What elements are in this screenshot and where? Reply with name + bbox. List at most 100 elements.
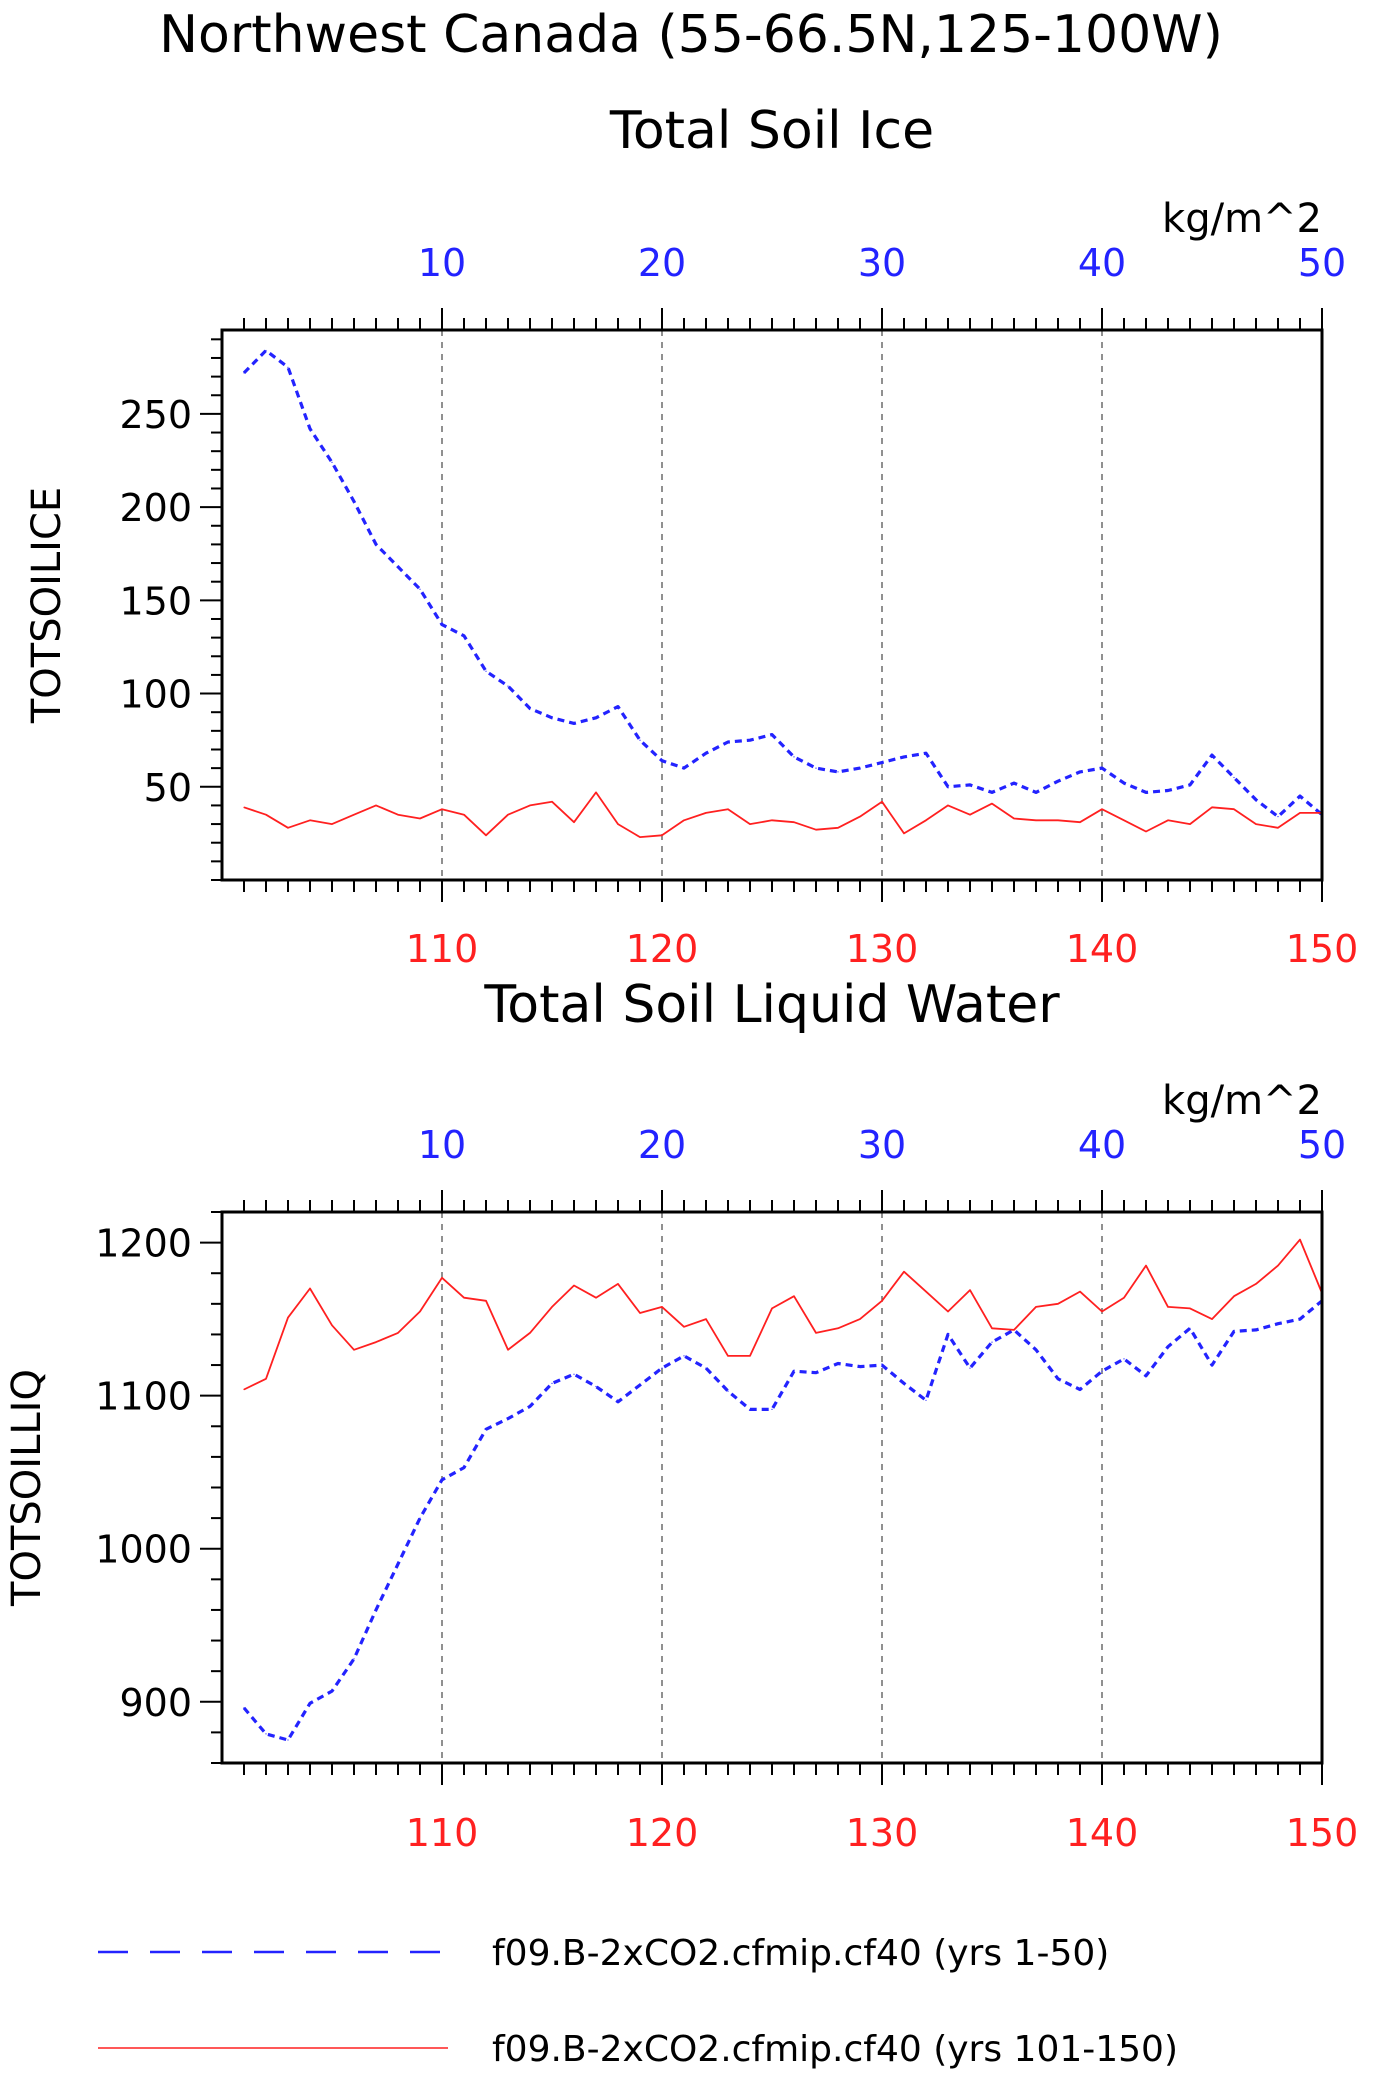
data-point (243, 1707, 245, 1709)
series-line-1 (242, 348, 1324, 819)
data-point (1057, 1303, 1059, 1305)
data-point (1233, 808, 1235, 810)
data-point (1079, 821, 1081, 823)
data-point (441, 624, 443, 626)
data-point (1035, 791, 1037, 794)
data-point (529, 707, 531, 710)
data-point (771, 1408, 773, 1410)
data-point (397, 1332, 399, 1334)
data-point (947, 804, 949, 807)
bottom-tick-label: 110 (406, 927, 479, 971)
data-point (639, 1312, 641, 1314)
data-point (1123, 819, 1125, 821)
data-point (639, 1384, 641, 1386)
legend: f09.B-2xCO2.cfmip.cf40 (yrs 1-50) f09.B-2… (98, 1933, 1178, 2070)
data-point (595, 1297, 597, 1299)
data-point (485, 670, 487, 672)
data-point (991, 1341, 993, 1343)
data-point (331, 823, 333, 825)
units-label: kg/m^2 (1162, 196, 1322, 242)
data-point (1299, 1239, 1301, 1241)
data-point (1189, 823, 1191, 825)
data-point (243, 1388, 245, 1391)
data-point (771, 819, 773, 821)
data-point (463, 635, 465, 637)
data-point (969, 1289, 971, 1291)
data-point (771, 1307, 773, 1309)
data-point (705, 1367, 707, 1369)
top-tick-label: 10 (418, 241, 466, 285)
data-point (551, 1306, 553, 1308)
top-tick-label: 40 (1078, 1123, 1126, 1167)
data-point (683, 819, 685, 821)
panel-title: Total Soil Liquid Water (483, 975, 1060, 1035)
data-point (1277, 827, 1279, 829)
data-point (727, 741, 729, 743)
data-point (551, 801, 553, 803)
data-point (375, 804, 377, 807)
legend-label-1: f09.B-2xCO2.cfmip.cf40 (yrs 1-50) (492, 1933, 1109, 1974)
data-point (881, 801, 883, 803)
data-point (859, 1318, 861, 1320)
plot-frame (220, 1210, 1324, 1765)
bottom-tick-label: 140 (1066, 927, 1139, 971)
data-point (463, 1297, 465, 1299)
panel-soil-liquid: Total Soil Liquid Water kg/m^2 900 1000 1100… (4, 975, 1358, 1855)
data-point (815, 1332, 817, 1334)
data-point (947, 1333, 949, 1335)
data-point (1035, 1306, 1037, 1308)
data-point (573, 722, 575, 725)
data-point (375, 543, 377, 546)
bottom-tick-label: 120 (626, 927, 699, 971)
data-point (1255, 823, 1257, 825)
data-point (639, 836, 641, 838)
data-point (331, 1690, 333, 1692)
data-point (1211, 806, 1213, 808)
data-point (991, 791, 993, 794)
data-point (397, 814, 399, 816)
data-point (1145, 830, 1147, 833)
data-point (947, 786, 949, 788)
bottom-tick-label: 130 (846, 927, 919, 971)
data-point (749, 739, 751, 741)
y-tick-label: 50 (144, 766, 192, 810)
data-point (265, 349, 267, 352)
bottom-tick-label: 110 (406, 1811, 479, 1855)
data-point (1079, 1291, 1081, 1293)
data-point (617, 1401, 619, 1403)
data-point (1255, 799, 1257, 801)
data-point (441, 1479, 443, 1481)
series-line-1 (242, 1299, 1324, 1742)
data-point (441, 808, 443, 810)
y-tick-label: 1000 (95, 1528, 192, 1572)
data-point (683, 1355, 685, 1357)
data-point (1057, 780, 1059, 782)
data-point (859, 1366, 861, 1368)
data-point (573, 1373, 575, 1375)
units-label: kg/m^2 (1162, 1078, 1322, 1124)
data-point (881, 1300, 883, 1302)
data-point (485, 834, 487, 836)
data-point (617, 1283, 619, 1285)
data-point (1211, 1318, 1213, 1320)
top-tick-label: 50 (1298, 241, 1346, 285)
data-point (661, 1306, 663, 1308)
data-point (1299, 1318, 1301, 1320)
data-point (331, 1324, 333, 1326)
data-point (287, 1317, 289, 1319)
data-point (617, 706, 619, 708)
data-point (573, 1284, 575, 1287)
bottom-tick-label: 130 (846, 1811, 919, 1855)
data-point (463, 1467, 465, 1469)
y-tick-label: 900 (119, 1681, 192, 1725)
top-tick-label: 40 (1078, 241, 1126, 285)
data-point (837, 1327, 839, 1329)
data-point (925, 819, 927, 821)
data-point (661, 1367, 663, 1369)
data-point (485, 1300, 487, 1302)
bottom-tick-label: 150 (1286, 1811, 1359, 1855)
data-point (881, 1364, 883, 1366)
data-point (749, 1408, 751, 1410)
data-point (243, 372, 245, 374)
